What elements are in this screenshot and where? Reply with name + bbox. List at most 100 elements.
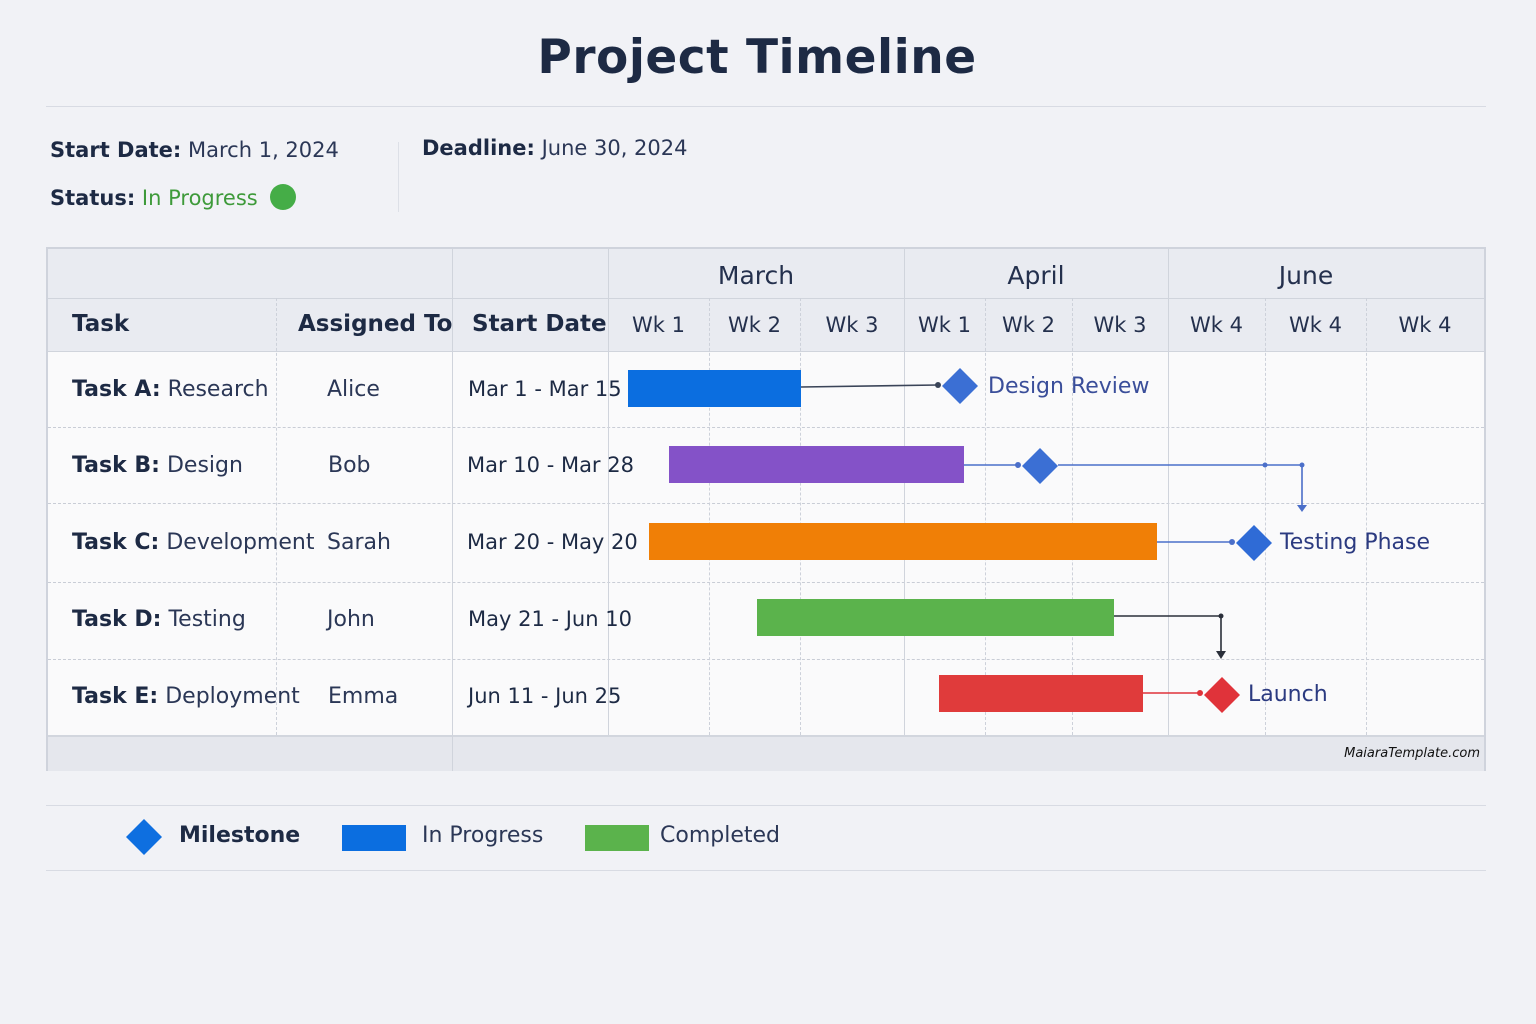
status-dot-icon — [270, 184, 297, 210]
week-header: Wk 1 — [632, 313, 685, 337]
month-header: April — [1007, 261, 1065, 290]
task-assignee: Sarah — [327, 530, 391, 555]
milestone-label: Design Review — [988, 374, 1150, 399]
task-dates: May 21 - Jun 10 — [468, 607, 632, 631]
week-header: Wk 4 — [1289, 313, 1342, 337]
table-row-task: Task B: Design — [72, 453, 243, 478]
deadline-label: Deadline: — [422, 136, 535, 160]
task-name: Deployment — [165, 684, 300, 709]
task-dates: Mar 10 - Mar 28 — [467, 453, 634, 477]
start-date-label: Start Date: — [50, 138, 182, 162]
week-divider — [709, 298, 710, 735]
task-dates: Mar 1 - Mar 15 — [468, 377, 622, 401]
legend-in-progress-label: In Progress — [422, 823, 544, 848]
watermark-text: MaiaraTemplate.com — [1344, 746, 1480, 761]
connector-line — [800, 384, 939, 388]
legend-bottom-divider — [46, 870, 1486, 871]
task-assignee: John — [327, 607, 375, 632]
connector-line — [1114, 615, 1222, 653]
connector-dot — [1299, 462, 1305, 468]
header-divider — [48, 298, 1484, 299]
legend-milestone-icon — [126, 819, 162, 855]
status-value: In Progress — [141, 186, 258, 210]
col-divider — [608, 249, 609, 735]
assigned-column-header: Assigned To — [298, 311, 453, 337]
legend-top-divider — [46, 805, 1486, 806]
table-row-task: Task C: Development — [72, 530, 314, 555]
week-divider — [1265, 298, 1266, 735]
row-divider — [48, 503, 1484, 504]
connector-line — [1058, 464, 1303, 507]
connector-dot — [1015, 462, 1021, 468]
start-date-value: March 1, 2024 — [188, 138, 339, 162]
week-header: Wk 3 — [1093, 313, 1147, 337]
header-band — [48, 249, 1484, 352]
task-assignee: Emma — [328, 684, 399, 709]
status-label: Status: — [50, 186, 136, 210]
task-id: Task C: — [72, 530, 160, 555]
week-header: Wk 1 — [918, 313, 971, 337]
deadline-value: June 30, 2024 — [541, 136, 688, 160]
table-row-task: Task A: Research — [72, 377, 269, 402]
milestone-diamond-icon[interactable] — [942, 368, 978, 404]
task-name: Testing — [168, 607, 246, 632]
start-date-info: Start Date: March 1, 2024 — [50, 138, 339, 162]
month-header: June — [1278, 261, 1334, 290]
task-dates: Mar 20 - May 20 — [467, 530, 638, 554]
legend-completed-swatch — [585, 825, 649, 851]
task-name: Research — [167, 377, 269, 402]
task-assignee: Bob — [328, 453, 371, 478]
table-row-task: Task E: Deployment — [72, 684, 300, 709]
table-row-task: Task D: Testing — [72, 607, 246, 632]
week-divider — [1072, 298, 1073, 735]
month-header: March — [717, 261, 795, 290]
task-dates: Jun 11 - Jun 25 — [468, 684, 622, 708]
connector-dot — [1229, 539, 1235, 545]
connector-dot — [1197, 690, 1203, 696]
milestone-diamond-icon[interactable] — [1204, 677, 1240, 713]
task-bar-research[interactable] — [628, 370, 801, 407]
arrow-head-icon — [1297, 505, 1307, 512]
connector-dot — [935, 382, 941, 388]
title-divider — [46, 106, 1486, 107]
deadline-info: Deadline: June 30, 2024 — [422, 136, 688, 160]
week-divider — [800, 298, 801, 735]
task-id: Task B: — [72, 453, 160, 478]
milestone-diamond-icon[interactable] — [1022, 448, 1058, 484]
row-divider — [48, 427, 1484, 428]
connector-dot — [1218, 613, 1224, 619]
task-bar-deployment[interactable] — [939, 675, 1143, 712]
footer-band — [48, 735, 1484, 771]
milestone-label: Testing Phase — [1280, 530, 1431, 555]
row-divider — [48, 659, 1484, 660]
row-divider — [48, 582, 1484, 583]
connector-dot — [1262, 462, 1268, 468]
week-header: Wk 2 — [1002, 313, 1055, 337]
task-id: Task D: — [72, 607, 162, 632]
status-info: Status: In Progress — [50, 184, 297, 210]
milestone-diamond-icon[interactable] — [1236, 525, 1272, 561]
start-date-column-header: Start Date — [472, 311, 607, 337]
legend-completed-label: Completed — [660, 823, 780, 848]
legend-in-progress-swatch — [342, 825, 406, 851]
task-id: Task E: — [72, 684, 159, 709]
task-bar-design[interactable] — [669, 446, 964, 483]
col-divider — [452, 249, 453, 771]
col-divider — [276, 298, 277, 735]
week-divider — [985, 298, 986, 735]
week-header: Wk 2 — [728, 313, 781, 337]
week-header: Wk 4 — [1190, 313, 1243, 337]
task-name: Development — [166, 530, 315, 555]
task-id: Task A: — [72, 377, 161, 402]
task-bar-development[interactable] — [649, 523, 1157, 560]
legend-milestone-label: Milestone — [179, 823, 301, 848]
month-divider — [904, 249, 905, 735]
task-name: Design — [166, 453, 243, 478]
dependency-connectors — [800, 368, 1307, 713]
week-divider — [1366, 298, 1367, 735]
week-header: Wk 3 — [825, 313, 879, 337]
week-header: Wk 4 — [1398, 313, 1452, 337]
task-bar-testing[interactable] — [757, 599, 1114, 636]
header-bottom-line — [48, 351, 1484, 352]
info-divider — [398, 142, 399, 212]
